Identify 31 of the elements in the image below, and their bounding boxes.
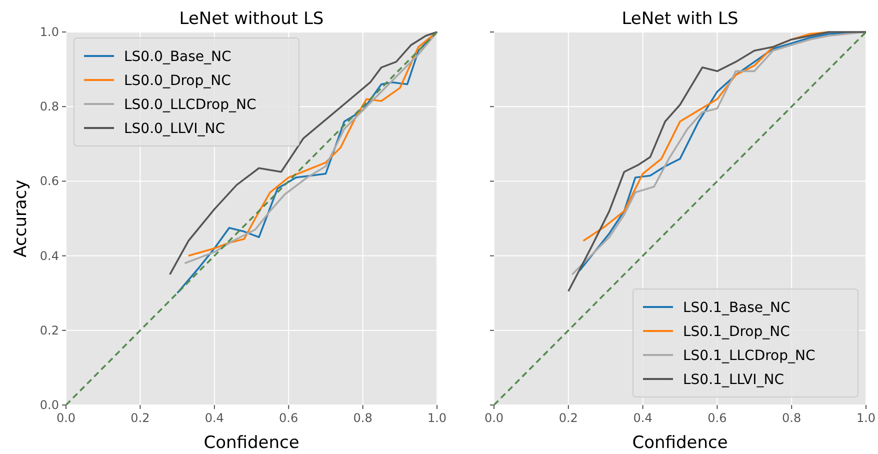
x-tick-label: 0.0 xyxy=(484,411,504,425)
y-tick-label: 0.2 xyxy=(40,323,59,338)
x-tick-label: 0.4 xyxy=(633,411,652,425)
x-axis-title: Confidence xyxy=(204,433,300,453)
y-tick-label: 0.6 xyxy=(40,174,59,188)
legend-label: LS0.0_Base_NC xyxy=(124,49,232,65)
legend-label: LS0.0_LLVI_NC xyxy=(124,121,226,137)
x-tick-label: 1.0 xyxy=(427,411,447,425)
x-tick-label: 0.6 xyxy=(279,411,298,425)
legend-label: LS0.1_Base_NC xyxy=(683,300,791,316)
legend-label: LS0.0_LLCDrop_NC xyxy=(124,97,256,113)
x-tick-label: 0.2 xyxy=(558,411,578,425)
chart-title: LeNet without LS xyxy=(179,9,324,29)
legend-label: LS0.0_Drop_NC xyxy=(124,73,232,89)
legend-label: LS0.1_Drop_NC xyxy=(683,324,790,340)
chart-title: LeNet with LS xyxy=(622,9,738,29)
y-axis-title: Accuracy xyxy=(11,180,31,258)
x-tick-label: 0.8 xyxy=(353,411,372,425)
legend-label: LS0.1_LLCDrop_NC xyxy=(683,348,816,364)
x-tick-label: 0.8 xyxy=(782,411,802,425)
y-tick-label: 0.0 xyxy=(40,398,59,412)
y-tick-label: 0.4 xyxy=(40,248,59,263)
y-tick-label: 1.0 xyxy=(40,25,59,39)
legend-label: LS0.1_LLVI_NC xyxy=(683,372,784,388)
x-tick-label: 1.0 xyxy=(856,411,876,425)
x-tick-label: 0.2 xyxy=(130,411,150,425)
x-tick-label: 0.0 xyxy=(56,411,76,425)
x-tick-label: 0.6 xyxy=(708,411,727,425)
x-axis-title: Confidence xyxy=(632,433,728,453)
x-tick-label: 0.4 xyxy=(204,411,224,425)
y-tick-label: 0.8 xyxy=(40,100,59,114)
